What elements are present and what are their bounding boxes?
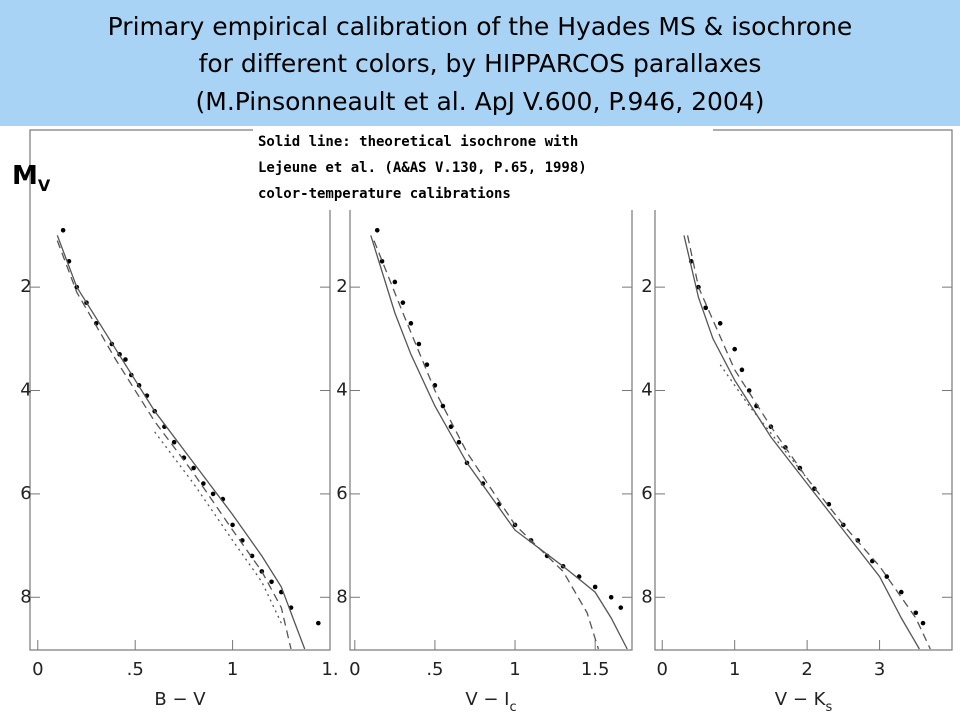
isochrone-line bbox=[686, 235, 931, 650]
isochrone-line bbox=[154, 431, 282, 624]
plot-frame bbox=[654, 129, 953, 651]
data-point bbox=[210, 491, 216, 497]
data-point bbox=[826, 501, 832, 507]
y-tick-label: 2 bbox=[20, 276, 31, 297]
data-point bbox=[448, 424, 454, 429]
data-point bbox=[440, 403, 446, 409]
data-point bbox=[416, 341, 422, 347]
data-point bbox=[379, 258, 385, 264]
x-tick-label: .5 bbox=[127, 659, 144, 680]
y-label-main: M bbox=[12, 161, 38, 191]
data-point bbox=[703, 305, 709, 311]
x-axis-label: V − Ic bbox=[465, 689, 516, 715]
x-axis-label: B − V bbox=[154, 689, 206, 710]
isochrone-line bbox=[719, 364, 808, 479]
data-point bbox=[60, 227, 66, 233]
x-tick-label: 1.5 bbox=[581, 659, 610, 680]
y-tick-label: 6 bbox=[336, 483, 347, 504]
y-tick-label: 8 bbox=[20, 586, 31, 607]
x-tick-label: 0 bbox=[32, 659, 43, 680]
y-tick-label: 8 bbox=[336, 586, 347, 607]
isochrone-line bbox=[56, 240, 292, 650]
y-tick-label: 2 bbox=[336, 276, 347, 297]
data-point bbox=[400, 300, 406, 305]
x-tick-label: 2 bbox=[801, 659, 812, 680]
y-label-sub: V bbox=[38, 176, 51, 195]
isochrone-line bbox=[56, 235, 306, 650]
data-point bbox=[171, 439, 177, 445]
isochrone-line bbox=[373, 240, 600, 650]
x-axis-label: V − Ks bbox=[775, 689, 833, 715]
data-point bbox=[201, 481, 206, 486]
data-point bbox=[269, 579, 274, 585]
data-point bbox=[392, 279, 398, 285]
y-tick-label: 4 bbox=[336, 380, 347, 401]
data-point bbox=[913, 610, 919, 616]
y-tick-label: 2 bbox=[641, 276, 652, 297]
x-tick-label: 3 bbox=[874, 659, 885, 680]
data-point bbox=[884, 574, 890, 579]
data-point bbox=[920, 620, 926, 626]
x-label-sub: s bbox=[825, 700, 832, 715]
data-point bbox=[374, 227, 380, 233]
x-tick-label: 1 bbox=[227, 659, 238, 680]
title-line: Primary empirical calibration of the Hya… bbox=[108, 12, 853, 41]
data-point bbox=[316, 620, 321, 626]
y-tick-label: 4 bbox=[641, 380, 652, 401]
data-point bbox=[592, 584, 598, 590]
data-point bbox=[123, 357, 128, 362]
isochrone-line bbox=[370, 235, 628, 650]
annotation-box bbox=[253, 126, 713, 210]
panel: 2 4 6 8 0 .5 1 1. B − V bbox=[20, 129, 339, 710]
data-point bbox=[230, 522, 235, 528]
data-point bbox=[739, 367, 745, 373]
y-axis-label: MV bbox=[12, 161, 51, 195]
plots: 2 4 6 8 0 .5 1 1. B − V 2 4 6 8 0 .5 1 1.5 V − Ic 2 4 6 8 0 1 2 3… bbox=[20, 129, 953, 715]
x-label-main: V − I bbox=[465, 689, 509, 710]
x-tick-label: .5 bbox=[426, 659, 443, 680]
data-point bbox=[456, 439, 462, 445]
x-tick-label: 0 bbox=[349, 659, 360, 680]
isochrone-line bbox=[683, 235, 920, 650]
annotation-line: Lejeune et al. (A&AS V.130, P.65, 1998) bbox=[258, 160, 587, 176]
x-tick-label: 1. bbox=[321, 659, 338, 680]
title-line: for different colors, by HIPPARCOS paral… bbox=[199, 49, 762, 78]
annotation-line: Solid line: theoretical isochrone with bbox=[258, 134, 578, 150]
plot-frame bbox=[29, 129, 331, 651]
y-tick-label: 8 bbox=[641, 586, 652, 607]
panel: 2 4 6 8 0 .5 1 1.5 V − Ic bbox=[336, 129, 633, 715]
data-point bbox=[717, 321, 723, 326]
x-tick-label: 1 bbox=[509, 659, 520, 680]
data-point bbox=[732, 346, 737, 352]
data-point bbox=[408, 321, 414, 326]
y-tick-label: 4 bbox=[20, 380, 31, 401]
data-point bbox=[191, 465, 196, 471]
data-point bbox=[608, 594, 614, 600]
title-line: (M.Pinsonneault et al. ApJ V.600, P.946,… bbox=[196, 87, 765, 116]
x-label-main: B − V bbox=[154, 689, 206, 710]
title-banner bbox=[0, 0, 960, 126]
data-point bbox=[618, 605, 624, 610]
panel: 2 4 6 8 0 1 2 3 V − Ks bbox=[641, 129, 953, 715]
data-point bbox=[249, 553, 255, 559]
data-point bbox=[424, 362, 430, 367]
x-label-main: V − K bbox=[775, 689, 827, 710]
y-tick-label: 6 bbox=[20, 483, 31, 504]
x-tick-label: 0 bbox=[657, 659, 668, 680]
y-tick-label: 6 bbox=[641, 483, 652, 504]
data-point bbox=[746, 388, 752, 393]
data-point bbox=[898, 589, 904, 595]
x-label-sub: c bbox=[510, 700, 517, 715]
x-tick-label: 1 bbox=[729, 659, 740, 680]
annotation-line: color-temperature calibrations bbox=[258, 186, 511, 202]
